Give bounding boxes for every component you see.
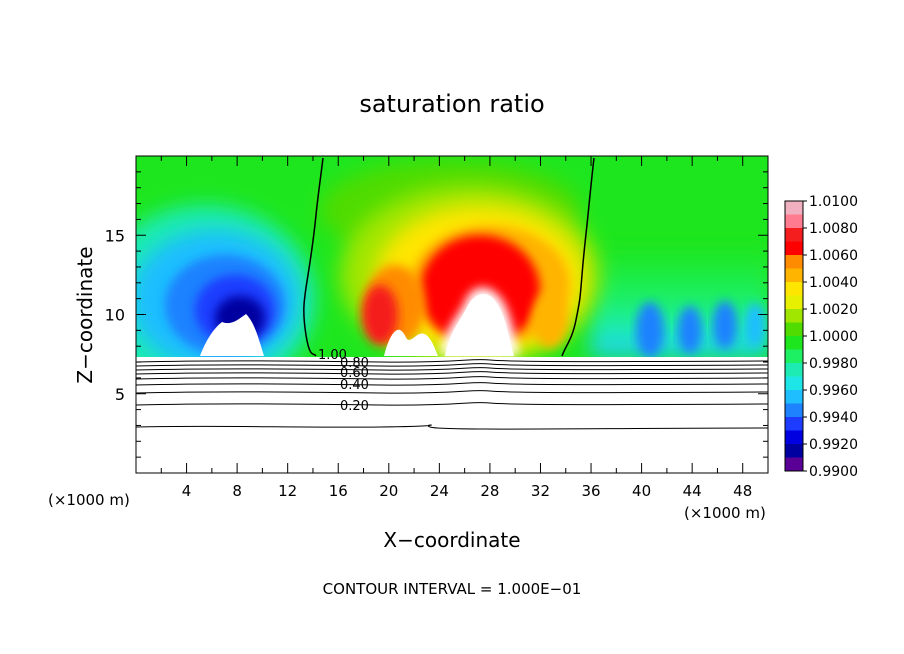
colorbar-swatch (785, 336, 803, 350)
x-unit-right: (×1000 m) (684, 504, 766, 522)
colorbar-swatch (785, 430, 803, 445)
x-unit-left: (×1000 m) (48, 491, 130, 509)
heatmap-field (136, 156, 768, 358)
x-tick-label: 16 (329, 482, 348, 500)
colorbar-label: 0.9900 (809, 464, 858, 480)
lower-domain (136, 357, 768, 473)
colorbar-swatch (785, 214, 803, 229)
chart-title: saturation ratio (359, 90, 544, 118)
colorbar-swatch (785, 282, 803, 296)
colorbar-swatch (785, 349, 803, 364)
y-tick-label: 10 (105, 306, 125, 325)
colorbar-label: 1.0080 (809, 221, 858, 237)
colorbar-swatch (785, 322, 803, 337)
colorbar-swatch (785, 309, 803, 323)
y-tick-label: 15 (105, 226, 125, 245)
y-tick-label: 5 (115, 385, 125, 404)
colorbar-swatch (785, 241, 803, 256)
x-tick-label: 24 (430, 482, 449, 500)
colorbar-swatch (785, 228, 803, 242)
colorbar-label: 0.9920 (809, 437, 858, 453)
colorbar-label: 1.0000 (809, 329, 858, 345)
x-tick-label: 36 (581, 482, 600, 500)
x-tick-label: 40 (632, 482, 651, 500)
x-axis-label: X−coordinate (383, 528, 520, 552)
colorbar-swatch (785, 363, 803, 377)
colorbar-swatch (785, 255, 803, 269)
x-tick-label: 8 (232, 482, 242, 500)
contour-label: 0.40 (340, 378, 369, 393)
colorbar-swatch (785, 417, 803, 431)
colorbar-swatch (785, 268, 803, 283)
colorbar-label: 0.9940 (809, 410, 858, 426)
y-axis-label: Z−coordinate (73, 246, 97, 383)
colorbar-label: 0.9960 (809, 383, 858, 399)
colorbar-swatch (785, 201, 803, 215)
colorbar: 1.0100 1.0080 1.0060 1.0040 1.0020 1.0000 0.99… (784, 194, 858, 480)
x-tick-label: 20 (379, 482, 398, 500)
colorbar-label: 1.0060 (809, 248, 858, 264)
colorbar-label: 0.9980 (809, 356, 858, 372)
contour-label: 0.60 (340, 366, 369, 381)
x-tick-label: 28 (480, 482, 499, 500)
x-tick-label: 4 (182, 482, 192, 500)
contour-label: 0.20 (340, 399, 369, 414)
x-tick-label: 48 (733, 482, 752, 500)
x-axis: 4 8 12 16 20 24 28 32 36 40 44 48 (160, 156, 752, 500)
contour-label: 1.00 (318, 348, 347, 363)
colorbar-swatch (785, 403, 803, 418)
contour-interval-note: CONTOUR INTERVAL = 1.000E−01 (323, 580, 582, 598)
colorbar-swatch (785, 457, 803, 472)
y-axis: 5 10 15 (105, 171, 768, 458)
x-tick-label: 12 (278, 482, 297, 500)
colorbar-swatch (785, 390, 803, 404)
contour-labels: 1.00 0.80 0.60 0.40 0.20 (318, 348, 369, 414)
colorbar-label: 1.0020 (809, 302, 858, 318)
colorbar-swatch (785, 376, 803, 391)
colorbar-label: 1.0100 (809, 194, 858, 210)
colorbar-swatch (785, 295, 803, 310)
contour-lines (135, 157, 769, 430)
contour-label: 0.80 (340, 356, 369, 371)
colorbar-swatch (785, 444, 803, 458)
x-tick-label: 44 (683, 482, 702, 500)
colorbar-label: 1.0040 (809, 275, 858, 291)
x-tick-label: 32 (531, 482, 550, 500)
